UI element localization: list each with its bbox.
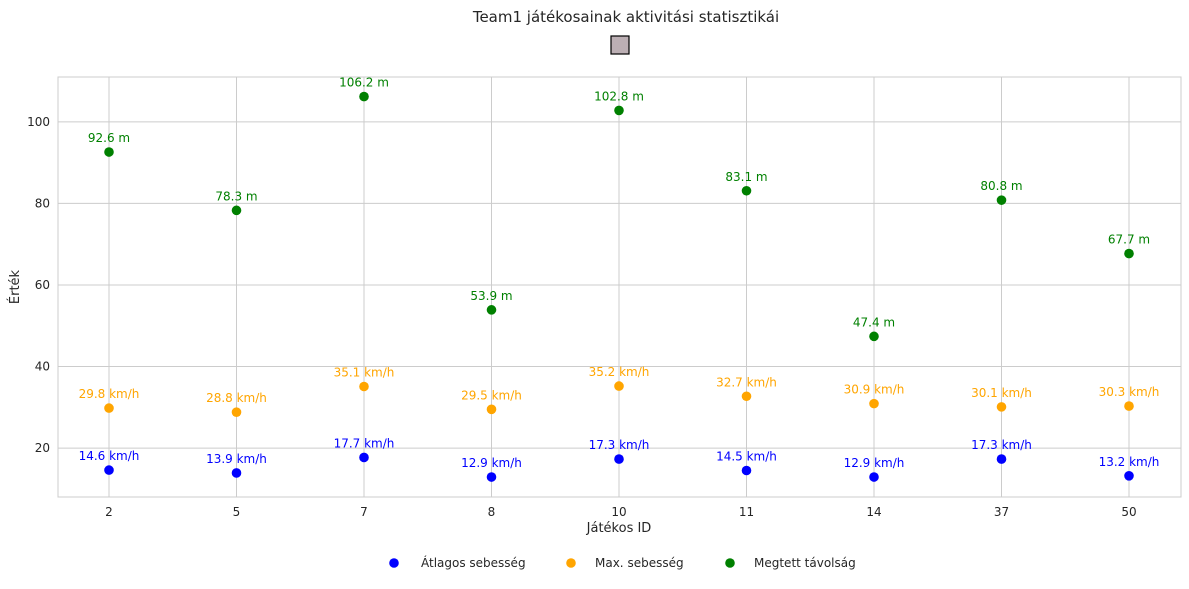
- data-point: [996, 195, 1007, 205]
- data-point: [486, 472, 497, 482]
- x-tick-label: 14: [866, 505, 881, 519]
- data-point: [486, 404, 497, 415]
- data-point: [486, 305, 497, 315]
- data-point: [614, 454, 624, 464]
- data-point: [1124, 248, 1134, 259]
- data-label: 32.7 km/h: [716, 375, 777, 389]
- data-label: 30.1 km/h: [971, 386, 1032, 400]
- data-label: 106.2 m: [339, 76, 389, 90]
- data-point: [741, 391, 752, 402]
- title-legend-swatch: [610, 35, 630, 55]
- data-point: [231, 205, 242, 216]
- data-label: 29.8 km/h: [79, 387, 140, 401]
- data-point: [104, 147, 114, 157]
- data-label: 17.3 km/h: [971, 438, 1032, 452]
- data-point: [359, 91, 369, 102]
- data-point: [741, 465, 752, 476]
- data-label: 78.3 m: [215, 189, 257, 203]
- data-point: [104, 403, 114, 413]
- legend-marker: [389, 558, 399, 568]
- x-tick-label: 10: [611, 505, 626, 519]
- data-label: 53.9 m: [470, 289, 512, 303]
- data-point: [359, 381, 369, 392]
- marks-layer: 14.6 km/h 13.9 km/h 17.7 km/h 12.9 km/h 17.3…: [79, 76, 1160, 482]
- y-tick-label: 80: [35, 196, 50, 210]
- data-label: 28.8 km/h: [206, 391, 267, 405]
- data-label: 14.6 km/h: [79, 449, 140, 463]
- x-tick-label: 5: [233, 505, 241, 519]
- data-label: 35.1 km/h: [334, 365, 395, 379]
- chart-title: Team1 játékosainak aktivitási statisztik…: [472, 8, 779, 26]
- data-label: 80.8 m: [980, 179, 1022, 193]
- data-point: [1124, 401, 1134, 411]
- data-point: [869, 398, 879, 409]
- y-tick-label: 40: [35, 360, 50, 374]
- legend-label: Átlagos sebesség: [421, 555, 526, 570]
- data-label: 102.8 m: [594, 89, 644, 103]
- legend: Átlagos sebesség Max. sebesség Megtett táv…: [389, 555, 856, 570]
- data-point: [1124, 470, 1134, 481]
- grid-layer: [58, 77, 1181, 497]
- x-tick-label: 37: [994, 505, 1009, 519]
- data-label: 30.9 km/h: [844, 383, 905, 397]
- data-point: [869, 331, 879, 342]
- data-label: 12.9 km/h: [844, 456, 905, 470]
- data-label: 29.5 km/h: [461, 388, 522, 402]
- data-label: 17.7 km/h: [334, 436, 395, 450]
- data-point: [614, 105, 624, 116]
- data-label: 14.5 km/h: [716, 449, 777, 463]
- legend-marker: [725, 558, 735, 568]
- x-tick-label: 7: [360, 505, 368, 519]
- data-point: [231, 468, 242, 478]
- data-label: 67.7 m: [1108, 233, 1150, 247]
- data-point: [614, 381, 624, 391]
- data-label: 13.9 km/h: [206, 452, 267, 466]
- data-label: 13.2 km/h: [1099, 455, 1160, 469]
- axis-layer: 2 5 7 8 10 11 14 37 50 20 40 60 80 100: [27, 115, 1137, 519]
- x-tick-label: 11: [739, 505, 754, 519]
- legend-label: Megtett távolság: [754, 556, 856, 570]
- data-point: [359, 452, 369, 463]
- data-point: [996, 454, 1007, 464]
- data-label: 35.2 km/h: [589, 365, 650, 379]
- data-label: 17.3 km/h: [589, 438, 650, 452]
- x-tick-label: 2: [105, 505, 113, 519]
- legend-label: Max. sebesség: [595, 556, 684, 570]
- data-label: 30.3 km/h: [1099, 385, 1160, 399]
- data-label: 47.4 m: [853, 315, 895, 329]
- y-tick-label: 100: [27, 115, 50, 129]
- y-tick-label: 20: [35, 441, 50, 455]
- data-point: [996, 402, 1007, 412]
- plot-frame: [57, 76, 1182, 498]
- x-axis-label: Játékos ID: [586, 521, 652, 536]
- y-axis-label: Érték: [7, 269, 23, 304]
- x-tick-label: 8: [488, 505, 496, 519]
- data-point: [104, 465, 114, 475]
- data-point: [869, 472, 879, 482]
- data-point: [741, 185, 752, 196]
- data-label: 83.1 m: [725, 170, 767, 184]
- x-tick-label: 50: [1121, 505, 1136, 519]
- data-label: 92.6 m: [88, 131, 130, 145]
- data-point: [231, 407, 242, 417]
- legend-marker: [566, 558, 576, 568]
- data-label: 12.9 km/h: [461, 456, 522, 470]
- y-tick-label: 60: [35, 278, 50, 292]
